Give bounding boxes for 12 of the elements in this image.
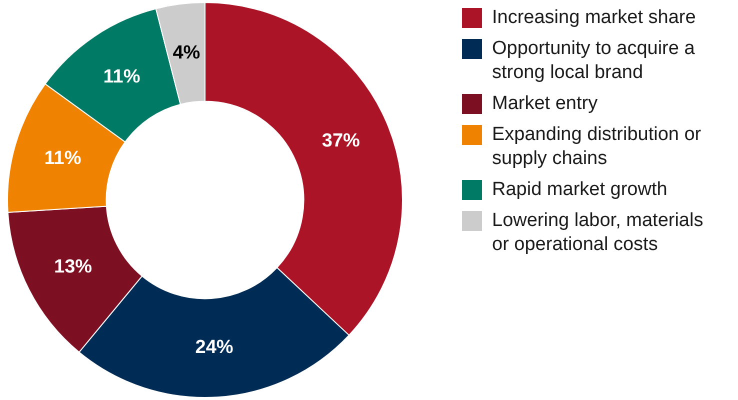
data-label: 37% xyxy=(322,130,360,152)
data-label: 13% xyxy=(54,256,92,278)
data-label: 4% xyxy=(172,42,200,64)
legend-label: Increasing market share xyxy=(492,6,697,30)
data-label: 11% xyxy=(103,66,140,88)
legend-label: Expanding distribution or supply chains xyxy=(492,123,702,171)
data-label: 11% xyxy=(44,148,82,169)
legend-label: Opportunity to acquire a strong local brand xyxy=(492,37,696,85)
data-label: 24% xyxy=(195,337,234,358)
legend-label: Rapid market growth xyxy=(492,178,668,202)
legend-label: Market entry xyxy=(492,92,599,116)
legend-label: Lowering labor, materials or operational costs xyxy=(492,209,704,257)
